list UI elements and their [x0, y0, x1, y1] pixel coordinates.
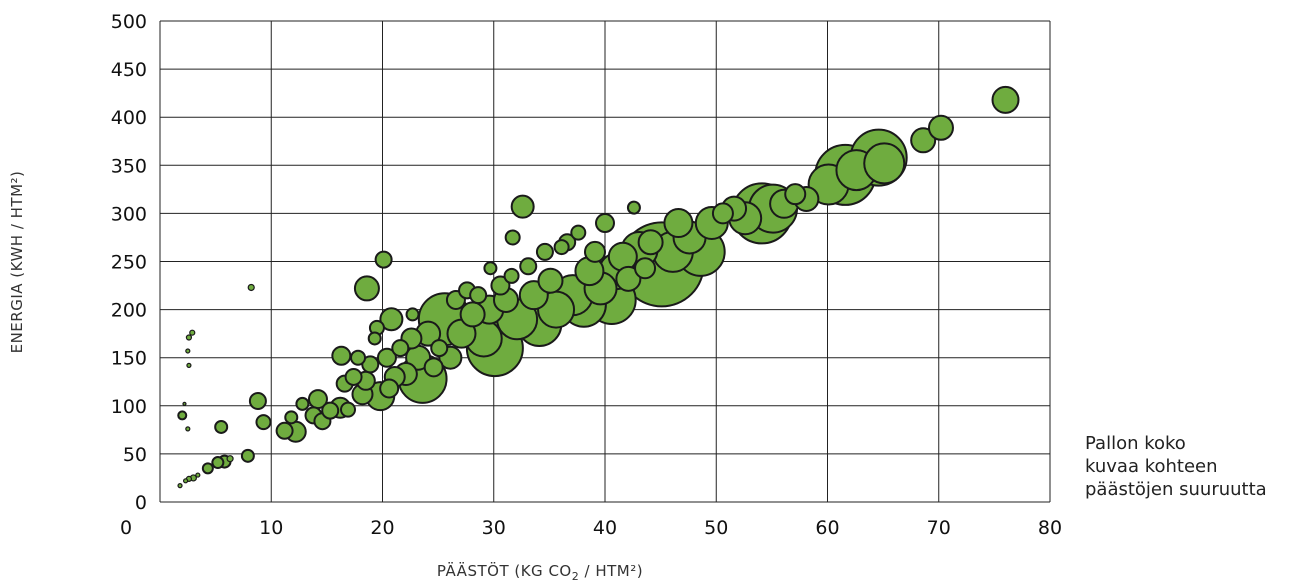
bubble-point [240, 448, 255, 463]
bubble-point [430, 339, 449, 358]
x-tick-labels: 0 10 20 30 40 50 60 70 80 [120, 517, 1062, 539]
bubble-point [634, 257, 657, 280]
bubble-point [350, 349, 367, 366]
bubble-point [510, 194, 535, 219]
bubble-point [379, 378, 400, 399]
bubble-point [553, 239, 570, 256]
x-tick-label: 50 [704, 517, 728, 539]
x-axis-label: PÄÄSTÖT (KG CO2 / HTM²) [437, 561, 643, 582]
bubble-point [182, 401, 187, 406]
x-tick-label: 20 [370, 517, 394, 539]
bubble-point [459, 301, 486, 328]
y-tick-label: 450 [111, 59, 147, 81]
bubble-point [177, 483, 183, 489]
bubble-point [185, 348, 191, 354]
bubble-point [504, 229, 521, 246]
bubble-point [490, 275, 511, 296]
size-note-line-1: Pallon koko [1085, 433, 1186, 454]
size-note-line-2: kuvaa kohteen [1085, 456, 1218, 477]
y-tick-label: 400 [111, 107, 147, 129]
x-tick-label: 30 [482, 517, 506, 539]
bubble-point [927, 114, 954, 141]
y-tick-label: 200 [111, 300, 147, 322]
bubble-point [379, 307, 404, 332]
bubble-point [615, 265, 642, 292]
bubble-point [321, 401, 340, 420]
size-note-line-3: päästöjen suuruutta [1085, 479, 1267, 500]
bubble-point [607, 241, 638, 272]
y-tick-label: 100 [111, 396, 147, 418]
bubble-point [663, 208, 694, 239]
bubble-point [275, 421, 294, 440]
y-tick-labels: 0 50 100 150 200 250 300 350 400 450 500 [111, 11, 147, 514]
bubble-point [182, 478, 189, 484]
bubble-point [226, 455, 234, 463]
x-tick-label: 10 [259, 517, 283, 539]
x-tick-label: 0 [120, 517, 132, 539]
bubble-point [189, 329, 196, 336]
bubble-point [583, 240, 606, 263]
bubble-point [201, 462, 214, 475]
y-tick-label: 0 [135, 492, 147, 514]
bubble-point [863, 142, 906, 185]
bubble-point [185, 426, 191, 432]
bubble-point [503, 267, 520, 284]
bubble-point [374, 250, 393, 269]
bubble-point [211, 456, 225, 470]
bubble-point [469, 286, 488, 305]
bubble-point [570, 224, 587, 241]
bubble-point [405, 307, 420, 322]
bubble-point [637, 229, 664, 256]
bubble-point [595, 213, 615, 234]
bubble-point [367, 331, 382, 346]
y-axis-label: ENERGIA (KWH / HTM²) [8, 171, 26, 354]
bubbles [177, 85, 1020, 489]
x-tick-label: 40 [593, 517, 617, 539]
bubble-point [353, 275, 380, 302]
size-legend-note: Pallon koko kuvaa kohteen päästöjen suur… [1085, 432, 1267, 501]
bubble-point [195, 472, 201, 478]
bubble-point [535, 242, 554, 261]
bubble-point [376, 347, 397, 368]
bubble-point [185, 334, 193, 341]
bubble-point [784, 183, 807, 206]
y-tick-label: 150 [111, 348, 147, 370]
bubble-point [344, 367, 363, 386]
bubble-point [391, 339, 410, 358]
bubble-point [711, 202, 734, 225]
bubble-point [284, 410, 299, 425]
bubble-point [255, 414, 272, 431]
x-tick-label: 80 [1038, 517, 1062, 539]
bubble-point [537, 267, 564, 294]
x-axis-label-main: PÄÄSTÖT (KG CO [437, 561, 572, 580]
bubble-point [910, 127, 937, 154]
y-tick-label: 500 [111, 11, 147, 33]
bubble-point [177, 410, 188, 421]
bubble-point [626, 200, 641, 215]
bubble-point [991, 85, 1020, 114]
x-tick-label: 70 [927, 517, 951, 539]
y-tick-label: 250 [111, 252, 147, 274]
y-tick-label: 50 [123, 444, 147, 466]
x-tick-label: 60 [815, 517, 839, 539]
bubble-point [186, 362, 192, 368]
x-axis-label-tail: / HTM²) [579, 562, 643, 580]
bubble-point [519, 257, 538, 276]
bubble-point [214, 419, 229, 434]
bubble-point [423, 357, 444, 378]
bubble-point [331, 345, 352, 366]
bubble-point [340, 401, 357, 418]
bubble-point [483, 261, 498, 276]
bubble-point [295, 396, 310, 411]
y-tick-label: 350 [111, 155, 147, 177]
bubble-point [248, 391, 267, 410]
y-tick-label: 300 [111, 203, 147, 225]
bubble-point [247, 283, 255, 292]
x-axis-label-subscript: 2 [572, 570, 580, 582]
